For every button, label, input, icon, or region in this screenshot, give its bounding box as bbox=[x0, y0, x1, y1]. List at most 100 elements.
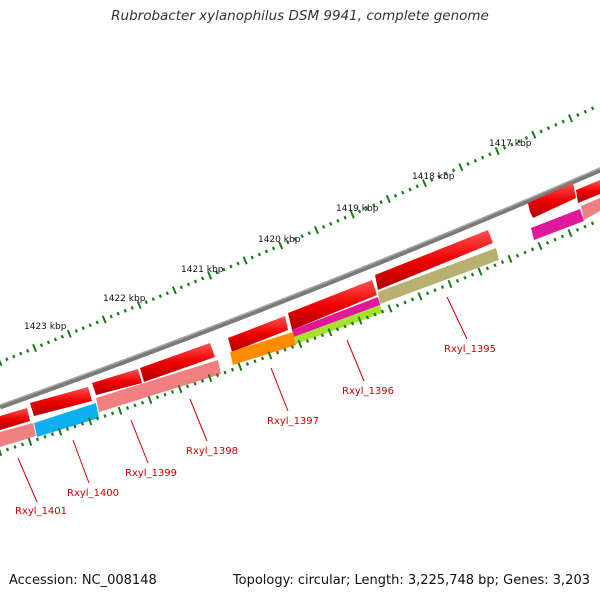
minor-tick bbox=[440, 285, 445, 289]
minor-tick bbox=[553, 237, 557, 242]
minor-tick bbox=[19, 351, 23, 356]
minor-tick bbox=[26, 348, 30, 353]
major-tick bbox=[147, 395, 153, 405]
gene-arrow[interactable] bbox=[528, 183, 576, 218]
major-tick bbox=[458, 163, 464, 172]
gene-label-rxyl-1396[interactable]: Rxyl_1396 bbox=[342, 386, 394, 397]
minor-tick bbox=[313, 336, 317, 341]
gene-arrow[interactable] bbox=[140, 343, 215, 382]
minor-tick bbox=[320, 333, 325, 338]
major-tick bbox=[327, 328, 333, 337]
gene-label-rxyl-1397[interactable]: Rxyl_1397 bbox=[267, 416, 319, 427]
minor-tick bbox=[39, 343, 44, 348]
gene-label-rxyl-1401[interactable]: Rxyl_1401 bbox=[15, 506, 67, 517]
major-tick bbox=[207, 373, 213, 383]
gene-arrow[interactable] bbox=[288, 280, 377, 330]
gene-arrow[interactable] bbox=[576, 180, 600, 203]
gene-label-rxyl-1398[interactable]: Rxyl_1398 bbox=[186, 446, 238, 457]
leader-lines bbox=[17, 296, 468, 503]
minor-tick bbox=[95, 416, 100, 421]
cog-box-upper[interactable] bbox=[531, 209, 584, 240]
minor-tick bbox=[283, 347, 287, 352]
major-tick bbox=[417, 292, 423, 301]
minor-tick bbox=[151, 297, 155, 302]
minor-tick bbox=[530, 247, 535, 252]
minor-tick bbox=[290, 345, 295, 349]
minor-tick bbox=[271, 246, 276, 251]
minor-tick bbox=[470, 272, 475, 277]
cog-box-1396a[interactable] bbox=[292, 297, 380, 337]
cog-box-1397[interactable] bbox=[230, 332, 296, 365]
minor-tick bbox=[343, 324, 347, 329]
minor-tick bbox=[229, 264, 233, 269]
minor-tick bbox=[515, 253, 520, 258]
minor-tick bbox=[293, 237, 297, 242]
minor-tick bbox=[305, 339, 310, 343]
cog-box-1400[interactable] bbox=[34, 403, 99, 437]
minor-tick bbox=[583, 109, 587, 114]
minor-tick bbox=[561, 119, 565, 124]
minor-tick bbox=[250, 255, 254, 260]
minor-tick bbox=[473, 158, 477, 163]
minor-tick bbox=[163, 392, 167, 397]
major-tick bbox=[297, 339, 303, 349]
minor-tick bbox=[463, 275, 467, 280]
minor-tick bbox=[502, 145, 507, 150]
minor-tick bbox=[95, 320, 99, 325]
cog-box-upper2[interactable] bbox=[581, 198, 600, 220]
minor-tick bbox=[5, 357, 9, 362]
minor-tick bbox=[357, 209, 362, 214]
minor-tick bbox=[415, 184, 419, 189]
minor-tick bbox=[488, 152, 492, 157]
minor-tick bbox=[123, 308, 127, 313]
gene-arrow[interactable] bbox=[30, 387, 92, 416]
minor-tick bbox=[109, 314, 113, 319]
major-tick bbox=[507, 254, 513, 263]
cog-box-1395[interactable] bbox=[378, 248, 499, 304]
minor-tick bbox=[455, 278, 460, 283]
gene-labels: Rxyl_1395 Rxyl_1396 Rxyl_1397 Rxyl_1398 … bbox=[15, 344, 496, 517]
minor-tick bbox=[264, 249, 269, 254]
gene-label-rxyl-1399[interactable]: Rxyl_1399 bbox=[125, 468, 177, 479]
minor-tick bbox=[307, 231, 311, 236]
major-tick bbox=[0, 359, 3, 367]
minor-tick bbox=[336, 218, 340, 223]
minor-tick bbox=[403, 300, 407, 305]
gene-label-rxyl-1395[interactable]: Rxyl_1395 bbox=[444, 344, 496, 355]
major-tick bbox=[87, 417, 93, 426]
major-tick bbox=[278, 241, 284, 250]
genome-stats-text: Topology: circular; Length: 3,225,748 bp… bbox=[232, 573, 590, 588]
minor-tick bbox=[65, 427, 70, 431]
gene-arrow[interactable] bbox=[92, 369, 142, 395]
gene-arrow[interactable] bbox=[375, 230, 493, 290]
minor-tick bbox=[433, 288, 437, 293]
major-tick bbox=[207, 271, 213, 280]
minor-tick bbox=[74, 329, 78, 333]
major-tick bbox=[171, 286, 177, 295]
minor-tick bbox=[546, 126, 551, 131]
major-tick bbox=[57, 427, 63, 436]
minor-tick bbox=[43, 434, 47, 439]
minor-tick bbox=[401, 190, 405, 195]
minor-tick bbox=[35, 437, 40, 442]
minor-tick bbox=[430, 178, 434, 182]
gene-arrow[interactable] bbox=[0, 408, 30, 430]
major-tick bbox=[494, 146, 500, 156]
minor-tick bbox=[560, 234, 565, 239]
cog-box-1396b[interactable] bbox=[294, 305, 382, 344]
gene-label-rxyl-1400[interactable]: Rxyl_1400 bbox=[67, 488, 119, 499]
gene-arrow[interactable] bbox=[228, 316, 288, 352]
major-tick bbox=[0, 448, 3, 457]
minor-tick bbox=[329, 221, 333, 226]
minor-tick bbox=[230, 367, 235, 372]
minor-tick bbox=[590, 221, 595, 226]
minor-tick bbox=[380, 309, 385, 314]
minor-tick bbox=[179, 285, 184, 290]
major-tick bbox=[567, 114, 574, 123]
minor-tick bbox=[257, 252, 261, 257]
minor-tick bbox=[575, 227, 580, 232]
cog-box-1401[interactable] bbox=[0, 423, 36, 447]
major-tick bbox=[27, 437, 33, 447]
major-tick bbox=[117, 406, 123, 415]
cog-box-1398[interactable] bbox=[96, 360, 221, 412]
